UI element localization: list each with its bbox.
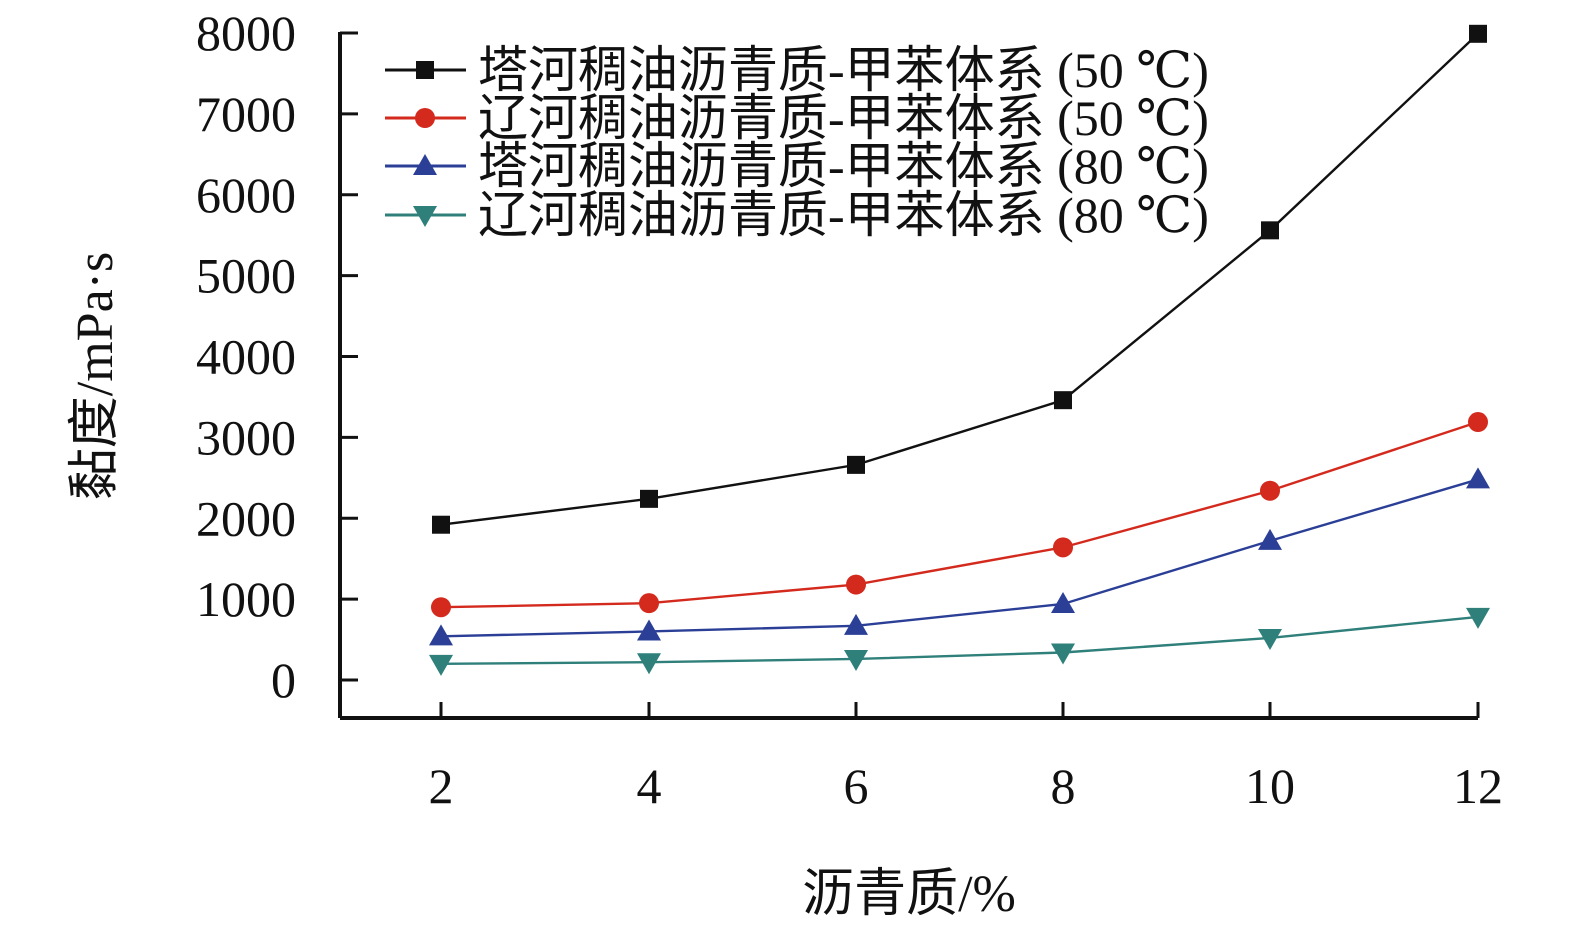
y-tick-label: 0 [271,652,296,708]
y-tick-label: 5000 [196,248,296,304]
y-axis-title: 黏度/mPa·s [67,252,124,500]
legend-label: 辽河稠油沥青质-甲苯体系 (80 ℃) [478,187,1209,243]
x-axis-title: 沥青质/% [802,866,1016,923]
data-point [429,654,453,676]
data-point [1468,412,1488,433]
y-tick-label: 8000 [196,5,296,61]
data-point [1261,221,1279,240]
data-point [1260,480,1280,501]
legend-marker [413,154,437,175]
legend-marker [415,108,435,128]
x-tick-label: 12 [1453,758,1503,814]
series-line [440,615,1479,666]
legend-label: 辽河稠油沥青质-甲苯体系 (50 ℃) [478,90,1209,146]
series-layer [429,24,1490,676]
data-point [1466,467,1490,489]
legend-marker [413,206,437,227]
y-tick-label: 3000 [196,409,296,465]
series-line [440,420,1479,609]
series-4 [429,607,1490,676]
series-line [440,32,1479,526]
data-point [1051,591,1075,613]
x-tick-label: 2 [429,758,454,814]
data-point [844,613,868,635]
data-point [431,597,451,618]
data-point [846,574,866,595]
x-tick-label: 8 [1051,758,1076,814]
legend-label: 塔河稠油沥青质-甲苯体系 (50 ℃) [478,42,1209,98]
legend-marker [416,61,434,79]
data-point [1469,24,1487,43]
series-1 [432,24,1487,534]
x-tick-label: 10 [1245,758,1295,814]
data-point [1054,391,1072,410]
x-tick-label: 4 [637,758,662,814]
series-2 [431,412,1488,618]
y-tick-label: 1000 [196,571,296,627]
data-point [847,455,865,474]
axes-layer: 0 1000 2000 3000 4000 5000 6000 7000 8000 2 4 6 8 10 1… [67,5,1503,923]
y-tick-label: 7000 [196,86,296,142]
data-point [640,489,658,508]
legend-item-1: 塔河稠油沥青质-甲苯体系 (50 ℃) [385,42,1209,98]
y-tick-label: 2000 [196,490,296,546]
data-point [637,619,661,641]
data-point [1258,528,1282,550]
y-tick-label: 6000 [196,167,296,223]
data-point [1258,628,1282,650]
data-point [1053,537,1073,558]
legend: 塔河稠油沥青质-甲苯体系 (50 ℃)辽河稠油沥青质-甲苯体系 (50 ℃)塔河… [385,42,1209,243]
x-tick-label: 6 [844,758,869,814]
legend-item-2: 辽河稠油沥青质-甲苯体系 (50 ℃) [385,90,1209,146]
data-point [637,653,661,675]
series-line [440,478,1479,638]
data-point [1051,643,1075,665]
series-3 [429,467,1490,646]
data-point [639,593,659,614]
legend-item-4: 辽河稠油沥青质-甲苯体系 (80 ℃) [385,187,1209,243]
data-point [844,649,868,671]
data-point [429,624,453,646]
data-point [432,515,450,534]
y-tick-label: 4000 [196,329,296,385]
legend-item-3: 塔河稠油沥青质-甲苯体系 (80 ℃) [385,138,1209,194]
legend-label: 塔河稠油沥青质-甲苯体系 (80 ℃) [478,138,1209,194]
data-point [1466,607,1490,629]
